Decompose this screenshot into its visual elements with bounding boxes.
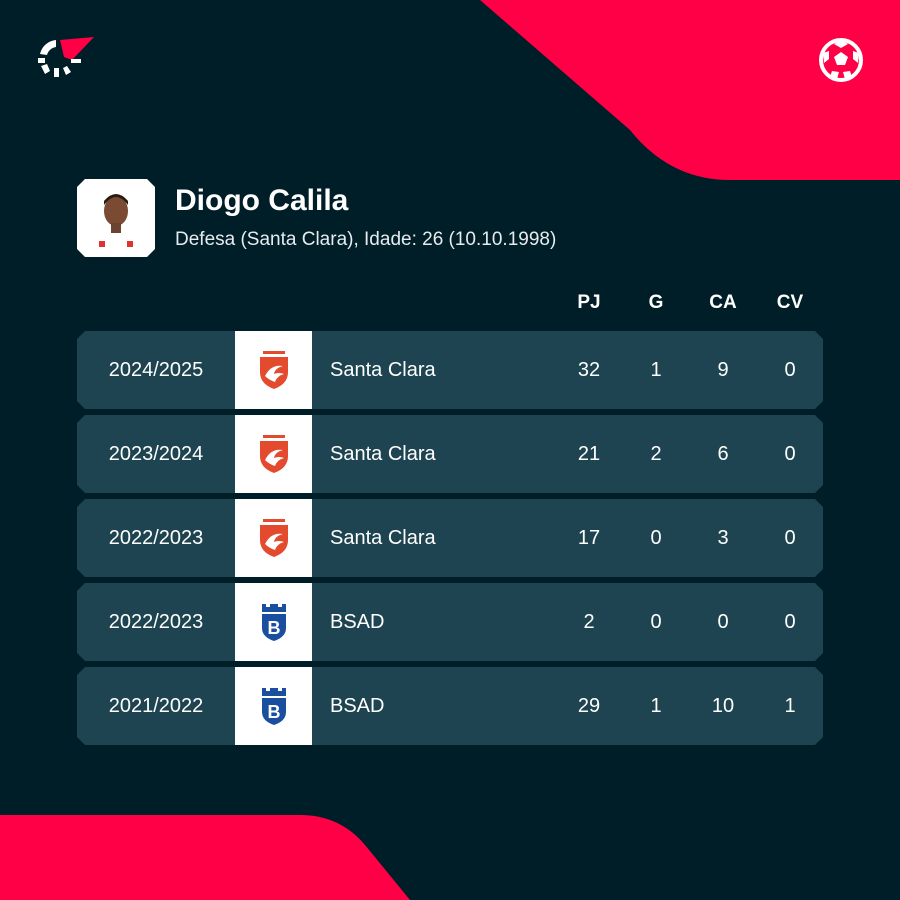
stat-pj: 17 bbox=[577, 527, 601, 549]
column-header-pj: PJ bbox=[577, 292, 601, 313]
player-photo bbox=[77, 179, 155, 257]
stat-g: 2 bbox=[650, 443, 662, 465]
bsad-crest-icon: B bbox=[261, 604, 286, 641]
career-row[interactable]: 2023/2024 Santa Clara 21 2 6 0 bbox=[77, 415, 823, 493]
svg-text:B: B bbox=[267, 618, 280, 638]
player-avatar-image bbox=[95, 194, 137, 249]
stat-ca: 9 bbox=[717, 359, 729, 381]
player-details: Defesa (Santa Clara), Idade: 26 (10.10.1… bbox=[175, 229, 557, 250]
stat-pj: 29 bbox=[577, 695, 601, 717]
stat-g: 1 bbox=[650, 359, 662, 381]
career-row[interactable]: 2022/2023 Santa Clara 17 0 3 0 bbox=[77, 499, 823, 577]
santa-clara-crest-icon bbox=[259, 435, 288, 473]
column-header-ca: CA bbox=[709, 292, 737, 313]
season: 2023/2024 bbox=[108, 443, 204, 465]
player-name: Diogo Calila bbox=[175, 184, 349, 217]
season: 2022/2023 bbox=[108, 527, 204, 549]
career-row[interactable]: 2024/2025 Santa Clara 32 1 9 0 bbox=[77, 331, 823, 409]
flashscore-logo-icon bbox=[38, 37, 94, 77]
stat-ca: 3 bbox=[717, 527, 729, 549]
stat-pj: 32 bbox=[577, 359, 601, 381]
stat-g: 0 bbox=[650, 527, 662, 549]
stat-cv: 0 bbox=[784, 527, 796, 549]
top-right-accent-shape bbox=[480, 0, 900, 180]
stat-g: 1 bbox=[650, 695, 662, 717]
team-crest bbox=[235, 415, 312, 493]
team-crest bbox=[235, 499, 312, 577]
team-crest bbox=[235, 331, 312, 409]
stat-ca: 0 bbox=[717, 611, 729, 633]
stat-cv: 0 bbox=[784, 611, 796, 633]
stat-cv: 1 bbox=[784, 695, 796, 717]
career-row[interactable]: 2021/2022 B BSAD 29 1 10 1 bbox=[77, 667, 823, 745]
season: 2022/2023 bbox=[108, 611, 204, 633]
team-crest: B bbox=[235, 667, 312, 745]
team-crest: B bbox=[235, 583, 312, 661]
bsad-crest-icon: B bbox=[261, 688, 286, 725]
svg-text:B: B bbox=[267, 702, 280, 722]
season: 2024/2025 bbox=[108, 359, 204, 381]
team-name: BSAD bbox=[330, 611, 385, 633]
stat-pj: 2 bbox=[583, 611, 595, 633]
season: 2021/2022 bbox=[108, 695, 204, 717]
santa-clara-crest-icon bbox=[259, 519, 288, 557]
stat-pj: 21 bbox=[577, 443, 601, 465]
stat-g: 0 bbox=[650, 611, 662, 633]
stat-cv: 0 bbox=[784, 443, 796, 465]
stat-ca: 6 bbox=[717, 443, 729, 465]
column-header-cv: CV bbox=[776, 292, 804, 313]
football-icon bbox=[819, 38, 863, 82]
team-name: Santa Clara bbox=[330, 443, 436, 465]
team-name: Santa Clara bbox=[330, 527, 436, 549]
team-name: BSAD bbox=[330, 695, 385, 717]
team-name: Santa Clara bbox=[330, 359, 436, 381]
santa-clara-crest-icon bbox=[259, 351, 288, 389]
career-row[interactable]: 2022/2023 B BSAD 2 0 0 0 bbox=[77, 583, 823, 661]
bottom-left-accent-shape bbox=[0, 815, 410, 900]
stat-cv: 0 bbox=[784, 359, 796, 381]
column-header-g: G bbox=[648, 292, 664, 313]
stat-ca: 10 bbox=[711, 695, 735, 717]
